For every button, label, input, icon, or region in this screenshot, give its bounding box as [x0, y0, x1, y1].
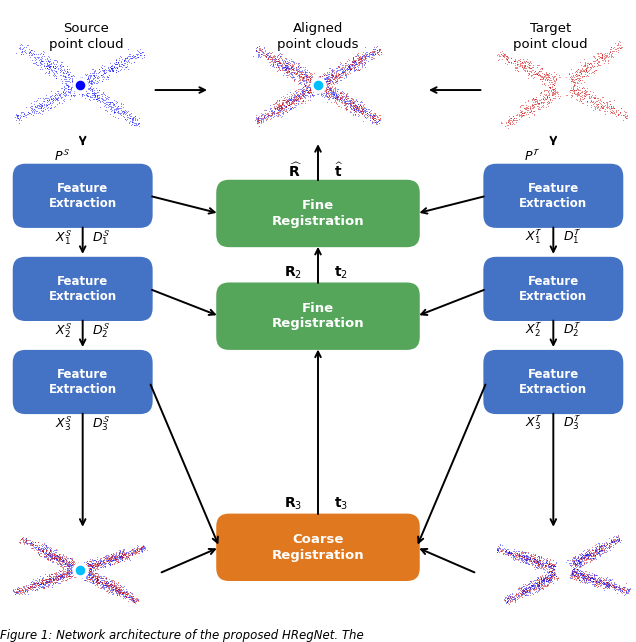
FancyBboxPatch shape: [483, 350, 623, 414]
Text: $\mathbf{t}_2$: $\mathbf{t}_2$: [334, 264, 348, 281]
FancyBboxPatch shape: [483, 164, 623, 228]
FancyBboxPatch shape: [13, 257, 153, 321]
Text: $P^\mathcal{S}$: $P^\mathcal{S}$: [54, 148, 70, 164]
Text: Fine
Registration: Fine Registration: [272, 199, 364, 228]
Text: Feature
Extraction: Feature Extraction: [519, 182, 588, 210]
Text: $\mathbf{R}_3$: $\mathbf{R}_3$: [284, 495, 302, 512]
Text: Fine
Registration: Fine Registration: [272, 302, 364, 331]
Text: $P^\mathcal{T}$: $P^\mathcal{T}$: [524, 148, 541, 164]
Text: $\mathbf{R}_2$: $\mathbf{R}_2$: [284, 264, 302, 281]
Text: $D_3^\mathcal{S}$: $D_3^\mathcal{S}$: [92, 414, 111, 433]
Text: Feature
Extraction: Feature Extraction: [519, 368, 588, 396]
Text: $D_1^\mathcal{T}$: $D_1^\mathcal{T}$: [563, 228, 582, 247]
Text: $D_2^\mathcal{S}$: $D_2^\mathcal{S}$: [92, 321, 111, 340]
Text: Aligned
point clouds: Aligned point clouds: [277, 22, 359, 51]
Text: $X_2^\mathcal{S}$: $X_2^\mathcal{S}$: [55, 321, 73, 340]
Text: $D_2^\mathcal{T}$: $D_2^\mathcal{T}$: [563, 321, 582, 340]
FancyBboxPatch shape: [13, 350, 153, 414]
Text: $D_1^\mathcal{S}$: $D_1^\mathcal{S}$: [92, 228, 111, 247]
Text: $X_1^\mathcal{T}$: $X_1^\mathcal{T}$: [525, 228, 544, 247]
Text: Coarse
Registration: Coarse Registration: [272, 533, 364, 562]
Text: $X_3^\mathcal{S}$: $X_3^\mathcal{S}$: [55, 414, 73, 433]
Text: Feature
Extraction: Feature Extraction: [48, 275, 117, 303]
FancyBboxPatch shape: [483, 257, 623, 321]
FancyBboxPatch shape: [216, 180, 420, 247]
Text: $X_2^\mathcal{T}$: $X_2^\mathcal{T}$: [525, 321, 544, 340]
Text: Source
point cloud: Source point cloud: [48, 22, 123, 51]
Text: Feature
Extraction: Feature Extraction: [519, 275, 588, 303]
Text: $D_3^\mathcal{T}$: $D_3^\mathcal{T}$: [563, 414, 582, 433]
FancyBboxPatch shape: [216, 282, 420, 350]
FancyBboxPatch shape: [13, 164, 153, 228]
FancyBboxPatch shape: [216, 514, 420, 581]
Text: $X_3^\mathcal{T}$: $X_3^\mathcal{T}$: [525, 414, 544, 433]
Text: $X_1^\mathcal{S}$: $X_1^\mathcal{S}$: [55, 228, 73, 247]
Text: Feature
Extraction: Feature Extraction: [48, 368, 117, 396]
Text: $\widehat{\mathbf{t}}$: $\widehat{\mathbf{t}}$: [334, 162, 343, 180]
Text: Figure 1: Network architecture of the proposed HRegNet. The: Figure 1: Network architecture of the pr…: [0, 629, 364, 642]
Text: Target
point cloud: Target point cloud: [513, 22, 588, 51]
Text: $\widehat{\mathbf{R}}$: $\widehat{\mathbf{R}}$: [287, 162, 302, 180]
Text: $\mathbf{t}_3$: $\mathbf{t}_3$: [334, 495, 348, 512]
Text: Feature
Extraction: Feature Extraction: [48, 182, 117, 210]
